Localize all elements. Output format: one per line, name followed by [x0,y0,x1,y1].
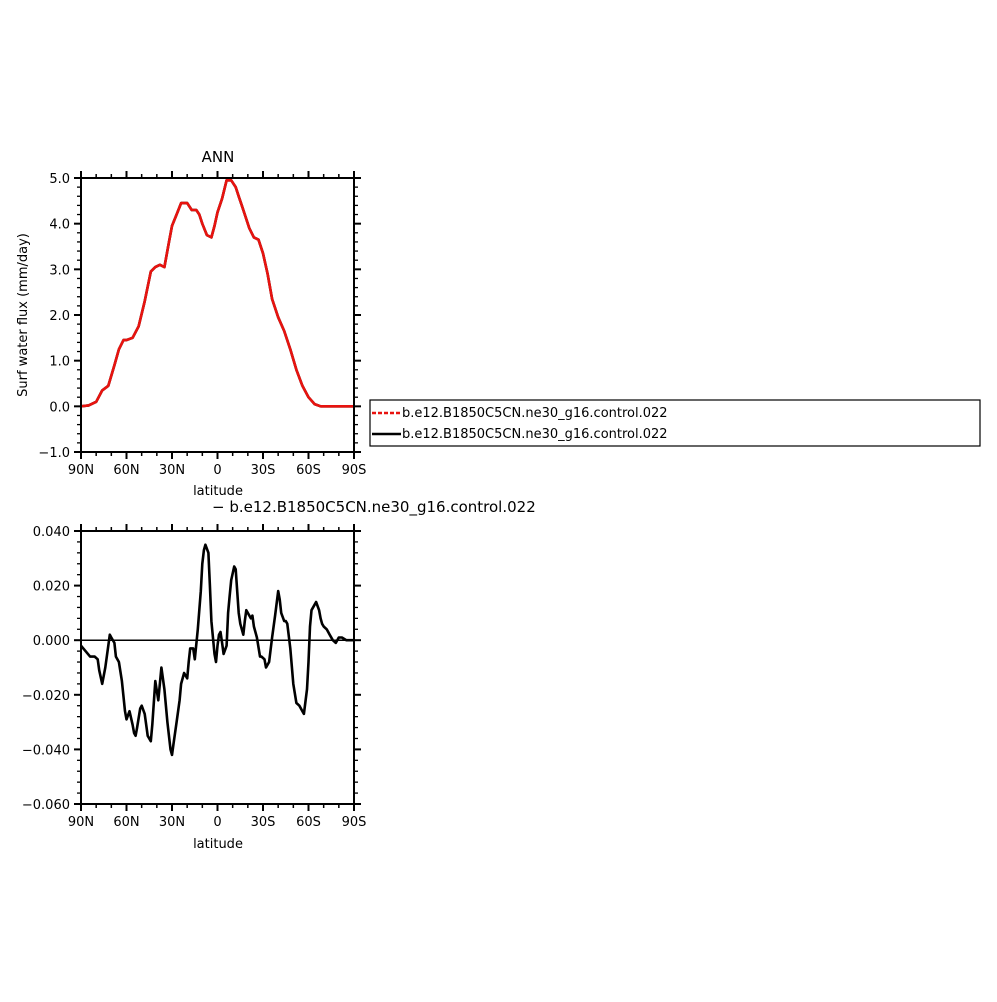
legend-label-model: b.e12.B1850C5CN.ne30_g16.control.022 [402,406,668,421]
x-tick-label: 90N [68,815,94,830]
y-tick-label: 0.0 [49,400,70,415]
plot-title: ANN [202,148,235,166]
legend: b.e12.B1850C5CN.ne30_g16.control.022 b.e… [369,399,981,447]
y-tick-label: 1.0 [49,355,70,370]
y-tick-label: 4.0 [49,218,70,233]
y-tick-label: 0.000 [33,634,70,649]
difference-title: − b.e12.B1850C5CN.ne30_g16.control.022 [212,498,536,517]
y-tick-label: −0.040 [22,743,70,758]
x-tick-label: 90N [68,463,94,478]
x-tick-label: 60S [296,815,321,830]
y-tick-label: −0.020 [22,689,70,704]
x-tick-label: 0 [213,463,221,478]
x-tick-label: 90S [342,463,367,478]
y-tick-label: −0.060 [22,798,70,813]
x-tick-label: 0 [213,815,221,830]
y-tick-label: 5.0 [49,172,70,187]
x-axis-title: latitude [193,837,243,852]
y-tick-label: 0.040 [33,525,70,540]
y-tick-label: 2.0 [49,309,70,324]
y-tick-label: 0.020 [33,580,70,595]
x-axis-title: latitude [193,484,243,499]
x-tick-label: 60S [296,463,321,478]
legend-box [369,399,981,447]
y-tick-label: 3.0 [49,263,70,278]
x-tick-label: 30N [159,815,185,830]
legend-label-control: b.e12.B1850C5CN.ne30_g16.control.022 [402,427,668,442]
series-line-1 [81,179,354,408]
x-tick-label: 60N [113,815,139,830]
x-tick-label: 60N [113,463,139,478]
x-tick-label: 30S [251,463,276,478]
x-tick-label: 30S [251,815,276,830]
series-line-1 [81,543,354,757]
difference-panel: − b.e12.B1850C5CN.ne30_g16.control.022 9… [22,498,536,852]
y-tick-label: −1.0 [38,446,70,461]
mean-panel: ANN 90N 60N 30N 0 30S 60S 90S −1.0 0.0 1.0 2.0 3.0 4… [16,148,366,499]
x-tick-label: 90S [342,815,367,830]
y-axis-title: Surf water flux (mm/day) [16,233,31,397]
x-tick-label: 30N [159,463,185,478]
